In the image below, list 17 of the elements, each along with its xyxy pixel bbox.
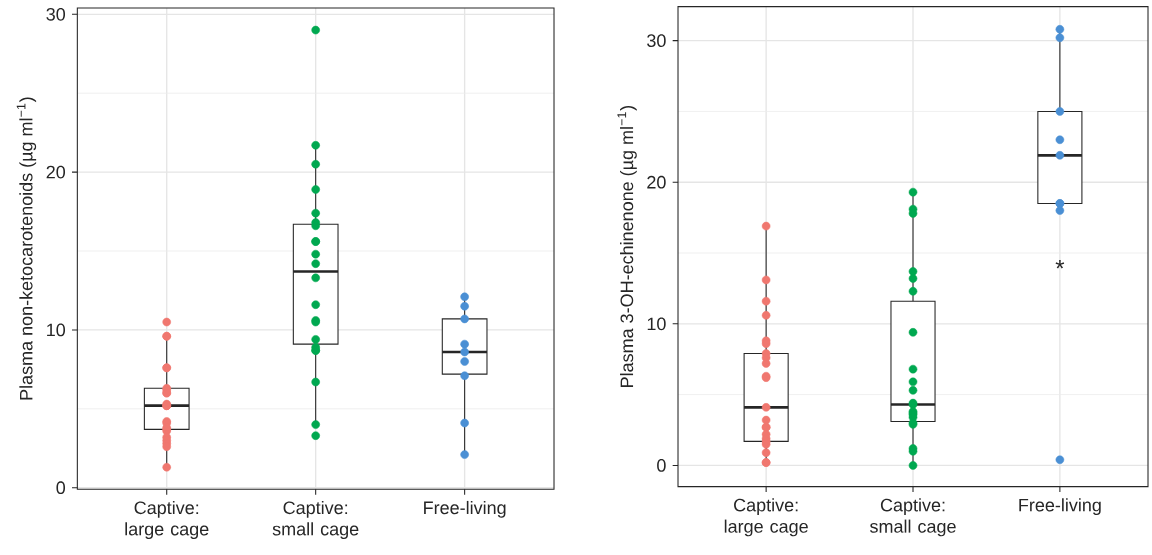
y-tick-label: 20: [647, 175, 666, 189]
y-tick-label: 0: [56, 481, 66, 495]
x-tick-label: Free-living: [424, 500, 506, 518]
y-tick-label: 30: [647, 34, 666, 47]
annotation: *: [1055, 259, 1065, 269]
y-tick-label: 10: [647, 317, 666, 331]
x-tick-label: Captive: small cage: [869, 498, 956, 537]
y-tick-label: 0: [657, 459, 666, 472]
y-axis-title: Plasma non-ketocarotenoids (µg ml$^{−1}$): [16, 97, 37, 400]
x-tick-label: Captive: large cage: [125, 500, 209, 540]
y-tick-label: 20: [46, 165, 66, 179]
y-tick-label: 10: [47, 323, 66, 337]
y-tick-label: 30: [46, 7, 66, 21]
y-axis-title: Plasma 3-OH-echinenone (µg ml$^{−1}$): [617, 106, 637, 387]
x-tick-label: Free-living: [1019, 498, 1101, 516]
x-tick-label: Captive: small cage: [272, 500, 359, 540]
x-tick-label: Captive: large cage: [724, 498, 808, 537]
